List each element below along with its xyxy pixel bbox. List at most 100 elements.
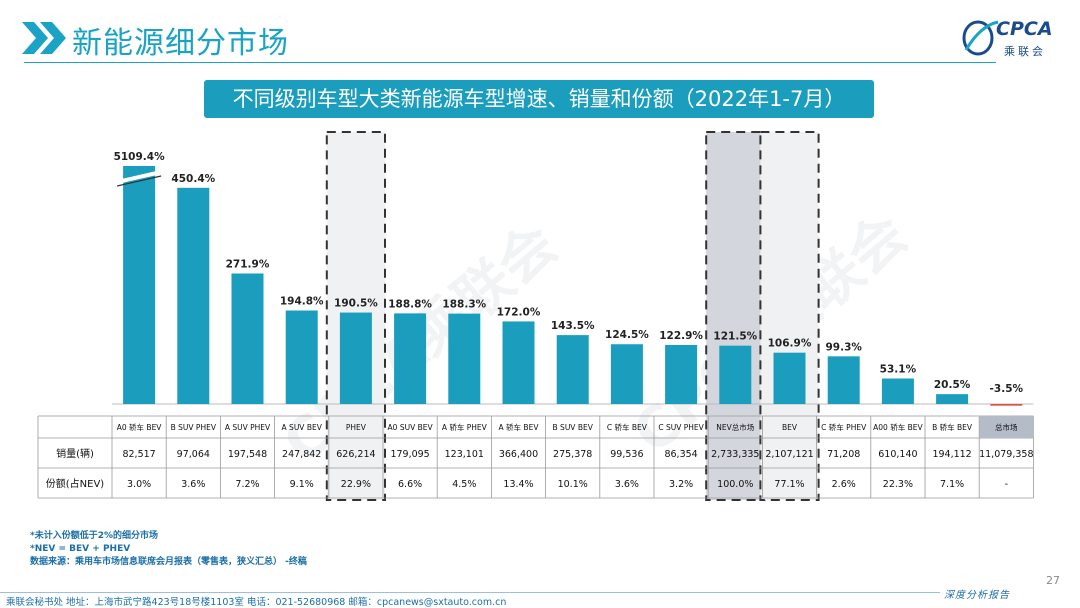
table-cell-0-16: 11,079,358 xyxy=(979,449,1033,460)
axis-break-mark-0 xyxy=(116,170,162,184)
table-cell-0-9: 99,536 xyxy=(610,449,643,460)
bar-value-label-14: 53.1% xyxy=(880,364,917,376)
footer-address: 乘联会秘书处 地址：上海市武宁路423号18号楼1103室 电话：021-526… xyxy=(6,597,507,608)
table-cell-0-8: 275,378 xyxy=(553,449,592,460)
table-cell-1-11: 100.0% xyxy=(717,479,753,490)
highlight-box-2 xyxy=(759,131,820,501)
bar-value-label-5: 188.8% xyxy=(388,298,432,310)
report-tag: 深度分析报告 xyxy=(944,590,1010,601)
bar-10 xyxy=(665,345,698,404)
bar-value-label-12: 106.9% xyxy=(768,338,812,350)
bar-value-label-15: 20.5% xyxy=(934,379,971,391)
bar-14 xyxy=(881,378,914,404)
table-cell-0-1: 97,064 xyxy=(177,449,210,460)
table-cell-0-15: 194,112 xyxy=(932,449,971,460)
logo-text: CPCA xyxy=(996,18,1053,40)
bar-9 xyxy=(610,344,643,404)
row-label-1: 份额(占NEV) xyxy=(46,477,105,490)
bar-value-label-3: 194.8% xyxy=(280,295,324,307)
table-cell-1-1: 3.6% xyxy=(181,479,205,490)
bar-value-label-10: 122.9% xyxy=(659,330,703,342)
table-cell-0-12: 2,107,121 xyxy=(765,449,813,460)
cpca-logo-icon xyxy=(962,20,999,56)
table-cell-0-3: 247,842 xyxy=(282,449,321,460)
bar-7 xyxy=(502,321,535,404)
category-label-11: NEV总市场 xyxy=(716,422,754,432)
table-cell-1-2: 7.2% xyxy=(235,479,259,490)
category-label-10: C SUV PHEV xyxy=(658,423,704,432)
category-label-13: C 轿车 PHEV xyxy=(821,422,867,432)
category-label-7: A 轿车 BEV xyxy=(499,422,540,432)
note-1: *未计入份额低于2%的细分市场 xyxy=(30,531,158,541)
bar-value-label-4: 190.5% xyxy=(334,298,378,310)
table-cell-1-14: 22.3% xyxy=(883,479,913,490)
category-label-5: A0 SUV BEV xyxy=(388,423,434,432)
bar-value-label-8: 143.5% xyxy=(551,320,595,332)
chevron-icon xyxy=(22,22,66,54)
bar-5 xyxy=(394,313,427,404)
chart-title: 不同级别车型大类新能源车型增速、销量和份额（2022年1-7月） xyxy=(204,80,874,118)
table-cell-1-12: 77.1% xyxy=(774,479,804,490)
table-cell-0-6: 123,101 xyxy=(445,449,484,460)
category-label-12: BEV xyxy=(782,423,798,432)
category-label-2: A SUV PHEV xyxy=(225,423,271,432)
table-cell-1-7: 13.4% xyxy=(503,479,533,490)
bar-value-label-1: 450.4% xyxy=(171,173,215,185)
category-label-0: A0 轿车 BEV xyxy=(117,422,163,432)
table-cell-1-10: 3.2% xyxy=(669,479,693,490)
table-cell-1-4: 22.9% xyxy=(341,479,371,490)
bar-0 xyxy=(123,166,156,404)
bar-11 xyxy=(719,345,752,404)
category-label-16: 总市场 xyxy=(995,422,1018,432)
table-cell-1-9: 3.6% xyxy=(615,479,639,490)
category-label-8: B SUV BEV xyxy=(553,423,594,432)
footer-divider xyxy=(0,592,940,593)
footnotes: *未计入份额低于2%的细分市场 *NEV = BEV + PHEV 数据来源：乘… xyxy=(30,530,307,569)
category-label-1: B SUV PHEV xyxy=(171,423,217,432)
bar-12 xyxy=(773,352,806,404)
header-divider xyxy=(24,62,996,63)
highlight-box-1 xyxy=(705,131,766,501)
bar-1 xyxy=(177,187,210,404)
bar-16 xyxy=(990,404,1023,406)
table-cell-0-13: 71,208 xyxy=(827,449,860,460)
table-cell-1-13: 2.6% xyxy=(832,479,856,490)
table-cell-1-15: 7.1% xyxy=(940,479,964,490)
bar-8 xyxy=(556,335,589,404)
table-cell-1-5: 6.6% xyxy=(398,479,422,490)
bar-value-label-9: 124.5% xyxy=(605,329,649,341)
category-label-14: A00 轿车 BEV xyxy=(873,422,923,432)
table-cell-0-5: 179,095 xyxy=(390,449,429,460)
page-title: 新能源细分市场 xyxy=(72,26,289,61)
table-cell-1-3: 9.1% xyxy=(290,479,314,490)
table-cell-0-4: 626,214 xyxy=(336,449,375,460)
note-2: *NEV = BEV + PHEV xyxy=(30,544,131,554)
bar-value-label-0: 5109.4% xyxy=(114,151,166,163)
note-3: 数据来源：乘用车市场信息联席会月报表（零售表，狭义汇总） -终稿 xyxy=(30,557,307,567)
axis-break-line-0 xyxy=(116,175,162,187)
table-cell-0-10: 86,354 xyxy=(664,449,697,460)
bar-4 xyxy=(339,312,372,404)
table-cell-0-11: 2,733,335 xyxy=(711,449,759,460)
bar-value-label-2: 271.9% xyxy=(226,258,270,270)
category-label-9: C 轿车 BEV xyxy=(607,422,648,432)
table-cell-1-8: 10.1% xyxy=(558,479,588,490)
category-label-4: PHEV xyxy=(346,423,367,432)
bar-value-label-16: -3.5% xyxy=(990,383,1024,395)
table-cell-0-0: 82,517 xyxy=(122,449,155,460)
row-label-0: 销量(辆) xyxy=(56,447,94,460)
table-cell-1-16: - xyxy=(1005,479,1008,490)
bar-value-label-13: 99.3% xyxy=(825,341,862,353)
table-cell-0-2: 197,548 xyxy=(228,449,267,460)
table-cell-0-14: 610,140 xyxy=(878,449,917,460)
bar-value-label-7: 172.0% xyxy=(497,306,541,318)
bar-15 xyxy=(936,394,969,404)
bar-3 xyxy=(285,310,318,404)
bar-6 xyxy=(448,313,481,404)
total-header-cell xyxy=(979,416,1034,438)
logo-subtext: 乘联会 xyxy=(1004,45,1046,58)
table-cell-1-6: 4.5% xyxy=(452,479,476,490)
category-label-15: B 轿车 BEV xyxy=(932,422,973,432)
table-cell-0-7: 366,400 xyxy=(499,449,538,460)
